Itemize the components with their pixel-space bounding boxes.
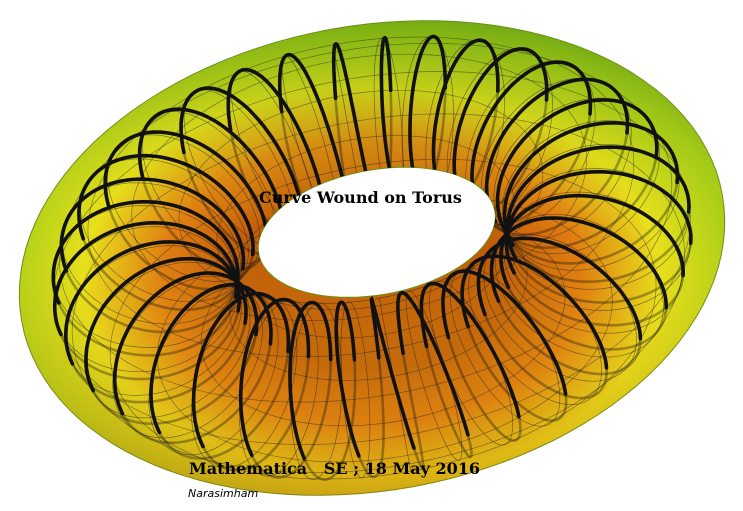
curve-segment-back [425,345,473,459]
curve-segment-front [288,300,333,461]
curve-segment-back [514,241,692,304]
mesh-parallel [109,158,657,480]
curve-segment-front [226,67,327,212]
curve-segment-back [302,358,357,482]
curve-segment-front [484,77,630,224]
torus-surface [18,20,726,496]
curve-segment-front [191,291,291,449]
curve-segment-back [57,295,237,357]
curve-segment-front [77,153,255,257]
curve-segment-back [121,342,272,445]
curve-segment-back [401,351,425,471]
curve-segment-back [504,181,679,265]
curve-segment-back [497,299,642,376]
curve-segment-back [65,269,239,334]
curve-segment-front [460,254,609,370]
curve-segment-back [82,237,245,312]
curve-segment-front [419,281,521,419]
torus-shading [19,20,725,496]
curve-segment-front [379,35,399,198]
curve-segment-front [408,34,448,199]
curve-segment-front [52,220,239,337]
curve-segment-back [201,355,310,472]
wound-curve-front [51,34,693,461]
curve-segment-back [494,154,658,250]
curve-segment-front [476,236,643,341]
curve-segment-front [441,269,568,396]
mesh-parallel [216,135,515,311]
curve-segment-back [483,313,609,400]
figure-author: Narasimham [188,487,259,500]
curve-segment-back [466,325,568,422]
curve-segment-back [447,336,522,442]
mesh-parallel [71,113,686,474]
curve-segment-back [71,321,247,404]
curve-segment-front [179,86,305,221]
curve-segment-front [495,98,659,235]
curve-segment-back [107,206,254,291]
curve-segment-back [512,271,685,327]
curve-segment-front [334,300,361,458]
curve-segment-back [250,358,332,479]
curve-segment-front [238,297,311,458]
curve-segment-front [452,47,549,207]
curve-segment-front [369,295,416,450]
curve-segment-front [112,271,259,416]
curve-segment-front [103,130,269,244]
figure-title: Curve Wound on Torus [259,188,462,207]
curve-segment-front [470,60,593,214]
curve-segment-front [149,282,273,435]
curve-segment-back [59,309,240,381]
curve-segment-back [479,131,629,237]
curve-segment-front [277,52,350,205]
curve-segment-front [63,240,242,366]
curve-segment-front [431,38,500,201]
curve-segment-back [158,350,290,460]
figure-credit: Mathematica SE ; 18 May 2016 [189,459,480,478]
curve-segment-front [502,120,680,247]
curve-segment-front [663,161,691,214]
curve-segment-back [357,356,385,479]
curve-segment-front [331,42,375,200]
curve-segment-front [137,107,285,231]
curve-segment-front [396,290,470,437]
curve-segment-front [51,200,240,305]
